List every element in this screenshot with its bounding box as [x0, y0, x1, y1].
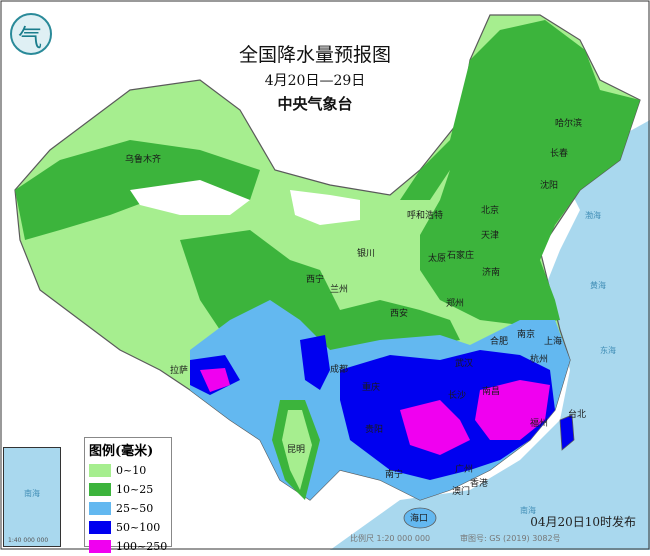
city-label: 武汉 [455, 359, 474, 369]
city-label: 兰州 [330, 285, 349, 295]
hainan [403, 507, 437, 529]
legend-label: 25~50 [116, 502, 154, 515]
city-label: 澳门 [452, 487, 471, 497]
region-100-250 [400, 400, 470, 455]
city-label: 成都 [330, 365, 349, 375]
date-range: 4月20日—29日 [264, 73, 366, 89]
legend-swatch [89, 464, 111, 477]
region-0-10 [282, 410, 312, 490]
map-title: 全国降水量预报图 [238, 44, 391, 66]
issuer: 中央气象台 [277, 95, 353, 113]
city-label: 广州 [455, 465, 474, 475]
legend-item: 50~100 [89, 518, 171, 537]
region-10-25 [180, 230, 460, 360]
city-label: 福州 [530, 419, 549, 429]
legend-label: 50~100 [116, 521, 161, 534]
city-label: 南京 [517, 330, 536, 340]
south-china-sea-inset: 南海 1:40 000 000 [3, 447, 61, 547]
region-10-25 [400, 20, 640, 325]
city-label: 拉萨 [170, 366, 189, 376]
city-label: 长春 [550, 149, 569, 159]
legend-item: 25~50 [89, 499, 171, 518]
city-label: 郑州 [446, 299, 465, 309]
city-label: 贵阳 [365, 425, 384, 435]
city-label: 济南 [482, 268, 501, 278]
city-label: 台北 [568, 410, 587, 420]
city-label: 石家庄 [447, 251, 475, 261]
region-50-100 [300, 335, 330, 390]
region-100-250 [200, 368, 230, 392]
city-label: 呼和浩特 [407, 211, 444, 221]
city-label: 海口 [410, 514, 429, 524]
city-label: 西安 [390, 309, 409, 319]
region-no-rain [290, 190, 360, 225]
legend: 图例(毫米) 0~10 10~25 25~50 50~100 100~250 [84, 437, 172, 553]
city-label: 重庆 [362, 383, 381, 393]
region-100-250 [475, 380, 550, 440]
issue-time: 04月20日10时发布 [530, 515, 636, 529]
sea-label: 黄海 [590, 281, 606, 290]
legend-swatch [89, 521, 111, 534]
city-label: 沈阳 [540, 181, 559, 191]
city-label: 西宁 [306, 275, 325, 285]
sea-label: 东海 [600, 346, 616, 355]
legend-title: 图例(毫米) [89, 444, 154, 459]
city-label: 上海 [544, 337, 563, 347]
city-label: 香港 [470, 479, 489, 489]
legend-item: 0~10 [89, 461, 171, 480]
map-approval-number: 审图号: GS (2019) 3082号 [460, 534, 561, 543]
legend-item: 100~250 [89, 537, 171, 556]
city-label: 太原 [428, 254, 447, 264]
city-label: 乌鲁木齐 [125, 155, 162, 165]
city-label: 银川 [357, 249, 376, 259]
cma-logo-icon: 气 [10, 13, 52, 55]
taiwan [559, 414, 575, 451]
city-label: 哈尔滨 [555, 119, 583, 129]
region-no-rain [130, 180, 250, 215]
city-label: 长沙 [448, 391, 467, 401]
city-label: 合肥 [490, 337, 509, 347]
city-label: 北京 [481, 206, 500, 216]
sea-label: 南海 [520, 506, 536, 515]
map-scale: 比例尺 1:20 000 000 [350, 534, 431, 543]
sea-label: 渤海 [585, 211, 601, 220]
legend-label: 0~10 [116, 464, 147, 477]
legend-label: 10~25 [116, 483, 154, 496]
legend-swatch [89, 540, 111, 553]
inset-sea-label: 南海 [24, 489, 40, 498]
city-label: 天津 [481, 231, 500, 241]
legend-label: 100~250 [116, 540, 168, 553]
legend-swatch [89, 502, 111, 515]
inset-scale: 1:40 000 000 [8, 537, 49, 544]
city-label: 杭州 [530, 355, 549, 365]
city-label: 南昌 [482, 387, 501, 397]
city-label: 南宁 [385, 470, 404, 480]
city-label: 昆明 [287, 445, 306, 455]
legend-swatch [89, 483, 111, 496]
legend-item: 10~25 [89, 480, 171, 499]
